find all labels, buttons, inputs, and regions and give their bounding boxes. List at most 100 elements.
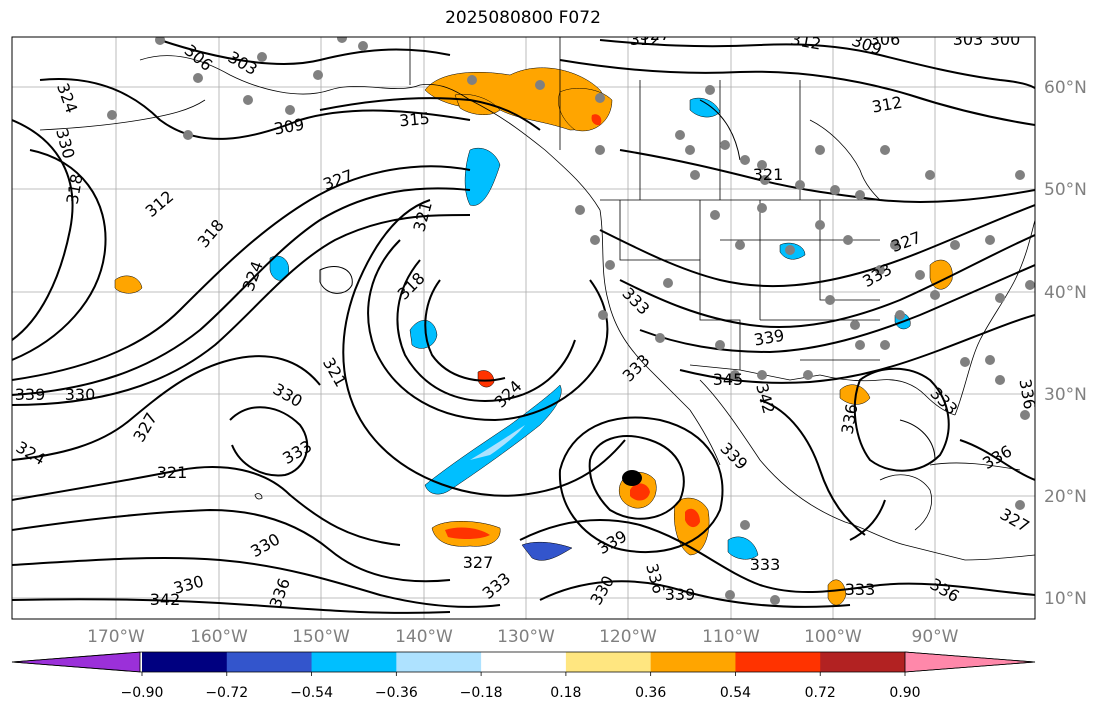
contour-value-label: 312 [789,30,822,54]
positive-shade-west-core [445,527,490,540]
cuba [929,462,1021,471]
station-dot [815,145,825,155]
contour-line [759,399,866,536]
contour-line [319,97,541,131]
hudson-bay [809,119,881,201]
contour-line [12,508,451,583]
contour-line [367,239,609,422]
contour-line [12,598,451,614]
state-lines-3 [720,239,880,361]
positive-shade-hawaii [114,275,143,294]
alaska-coast [139,55,471,101]
map-title: 2025080800 F072 [445,8,601,28]
station-dot [740,520,750,530]
longitude-label: 90°W [912,627,959,647]
station-dot [855,190,865,200]
station-dot [183,130,193,140]
station-dot [1015,170,1025,180]
positive-shade-mid [477,370,495,388]
station-dot [830,185,840,195]
station-dot [720,140,730,150]
baja-california [689,409,721,466]
colorbar-segment [650,652,736,672]
latitude-label: 60°N [1044,78,1087,98]
station-dot [595,145,605,155]
contour-line [12,149,107,361]
contour-line [619,234,1035,328]
latitude-label: 50°N [1044,180,1087,200]
contour-value-label: 330 [65,385,96,404]
station-dot [815,220,825,230]
latitude-labels: 60°N 50°N 40°N 30°N 20°N 10°N [1044,78,1087,609]
station-dot [358,41,368,51]
colorbar-tick-label: 0.90 [889,685,920,701]
plot-frame [11,36,1036,620]
station-dot [590,235,600,245]
station-dot [925,170,935,180]
station-dot [825,295,835,305]
colorbar-segment [481,652,567,672]
colorbar-tick-label: −0.72 [205,685,248,701]
station-dot [257,52,267,62]
hawaii-islands [254,493,263,500]
plot-area [12,37,1035,619]
contour-line [599,204,1035,288]
station-dot [770,595,780,605]
positive-shade-atlantic [827,579,847,606]
station-dot [313,70,323,80]
positive-shade-tropical-core [630,483,650,501]
state-lines-1 [619,200,741,370]
contour-line [159,39,451,65]
station-dot [850,320,860,330]
contour-line [599,39,1035,89]
contour-line [12,187,471,396]
contour-line [342,199,626,497]
colorbar-tick-labels: −0.90 −0.72 −0.54 −0.36 −0.18 0.18 0.36 0.54 0.7… [121,672,921,701]
station-dot [985,355,995,365]
colorbar-tick-label: −0.36 [375,685,418,701]
contour-value-label: 345 [713,370,744,389]
negative-shade-gulf [464,147,501,206]
longitude-label: 160°W [190,627,248,647]
colorbar-tick-label: −0.90 [121,685,164,701]
positive-shade-east [929,259,953,290]
contour-line [12,165,471,381]
negative-shade-south [521,541,573,561]
thin-contour-line [319,266,353,294]
contour-value-label: 333 [750,555,781,574]
station-dot [895,310,905,320]
negative-shade-low-center [409,320,438,349]
station-dot [107,110,117,120]
station-dot [690,170,700,180]
station-dot [985,235,995,245]
positive-shade-canada-core [591,114,602,126]
longitude-label: 130°W [497,627,555,647]
station-dot [875,265,885,275]
station-dot [795,180,805,190]
station-dot [685,145,695,155]
contour-line [229,406,309,477]
contour-value-label: 327 [640,25,671,44]
contour-line [396,259,576,402]
mexico-west-coast [699,379,906,546]
longitude-label: 150°W [292,627,350,647]
yucatan [879,474,932,531]
station-dot [855,340,865,350]
colorbar-tick-label: −0.54 [290,685,333,701]
contour-line [558,416,724,554]
us-west-coast [599,209,691,411]
thin-contour-line [899,419,936,461]
contour-value-label: 339 [15,385,46,404]
latitude-label: 30°N [1044,385,1087,405]
colorbar-segment [820,652,906,672]
station-dot [995,293,1005,303]
longitude-label: 100°W [804,627,862,647]
station-dot [655,333,665,343]
longitude-label: 140°W [395,627,453,647]
contour-value-label: 336 [1015,377,1039,410]
contour-value-label: 327 [463,553,494,572]
station-dot [880,145,890,155]
contour-line [679,314,1035,384]
longitude-label: 120°W [599,627,657,647]
colorbar [11,651,1036,673]
